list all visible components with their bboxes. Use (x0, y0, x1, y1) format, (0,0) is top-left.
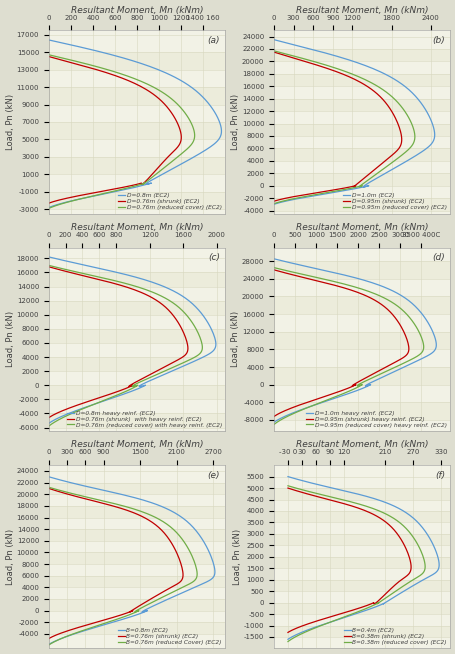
Bar (273, 557, 450, 568)
Bar (273, 261, 450, 279)
Bar (49, 192, 225, 209)
Bar (273, 579, 450, 591)
Bar (273, 198, 450, 211)
Bar (49, 87, 225, 105)
Bar (49, 52, 225, 69)
Text: (b): (b) (431, 36, 444, 45)
X-axis label: Resultant Moment, Mn (kNm): Resultant Moment, Mn (kNm) (295, 223, 428, 232)
Bar (49, 273, 225, 286)
Bar (273, 534, 450, 545)
Legend: D=1.0m heavy reinf. (EC2), D=0.95m (shrunk) heavy reinf. (EC2), D=0.95m (reduced: D=1.0m heavy reinf. (EC2), D=0.95m (shru… (305, 410, 446, 428)
Legend: B=0.8m (EC2), B=0.76m (shrunk) (EC2), B=0.76m (reduced Cover) (EC2): B=0.8m (EC2), B=0.76m (shrunk) (EC2), B=… (117, 627, 222, 645)
Bar (49, 329, 225, 343)
Text: (a): (a) (207, 36, 219, 45)
Bar (273, 99, 450, 111)
X-axis label: Resultant Moment, Mn (kNm): Resultant Moment, Mn (kNm) (71, 5, 203, 14)
Text: (e): (e) (207, 471, 219, 479)
Text: (c): (c) (207, 253, 219, 262)
Bar (49, 413, 225, 428)
Bar (273, 602, 450, 614)
Y-axis label: Load, Pn (kN): Load, Pn (kN) (232, 528, 241, 585)
X-axis label: Resultant Moment, Mn (kNm): Resultant Moment, Mn (kNm) (71, 223, 203, 232)
X-axis label: Resultant Moment, Mn (kNm): Resultant Moment, Mn (kNm) (295, 440, 428, 449)
X-axis label: Resultant Moment, Mn (kNm): Resultant Moment, Mn (kNm) (71, 440, 203, 449)
Y-axis label: Load, Pn (kN): Load, Pn (kN) (5, 94, 15, 150)
Bar (49, 599, 225, 611)
Legend: D=0.8m (EC2), D=0.76m (shrunk) (EC2), D=0.76m (reduced cover) (EC2): D=0.8m (EC2), D=0.76m (shrunk) (EC2), D=… (117, 192, 222, 211)
Bar (49, 122, 225, 139)
Bar (273, 74, 450, 86)
Bar (49, 506, 225, 517)
Text: (f): (f) (434, 471, 444, 479)
X-axis label: Resultant Moment, Mn (kNm): Resultant Moment, Mn (kNm) (295, 5, 428, 14)
Legend: D=0.8m heavy reinf. (EC2), D=0.76m (shrunk)  with heavy reinf. (EC2), D=0.76m (r: D=0.8m heavy reinf. (EC2), D=0.76m (shru… (66, 410, 222, 428)
Bar (273, 148, 450, 161)
Bar (49, 529, 225, 541)
Bar (49, 553, 225, 564)
Y-axis label: Load, Pn (kN): Load, Pn (kN) (5, 528, 15, 585)
Bar (49, 301, 225, 315)
Bar (273, 625, 450, 637)
Bar (273, 49, 450, 61)
Bar (273, 296, 450, 314)
Text: (d): (d) (431, 253, 444, 262)
Y-axis label: Load, Pn (kN): Load, Pn (kN) (230, 94, 239, 150)
Bar (49, 483, 225, 494)
Bar (273, 402, 450, 420)
Bar (273, 332, 450, 349)
Bar (273, 511, 450, 523)
Bar (49, 622, 225, 634)
Bar (273, 488, 450, 500)
Y-axis label: Load, Pn (kN): Load, Pn (kN) (230, 311, 239, 368)
Legend: B=0.4m (EC2), B=0.38m (shrunk) (EC2), B=0.38m (reduced cover) (EC2): B=0.4m (EC2), B=0.38m (shrunk) (EC2), B=… (342, 627, 446, 645)
Bar (273, 173, 450, 186)
Bar (273, 124, 450, 136)
Bar (49, 385, 225, 400)
Bar (49, 357, 225, 371)
Bar (49, 157, 225, 175)
Legend: D=1.0m (EC2), D=0.95m (shrunk) (EC2), D=0.95m (reduced cover) (EC2): D=1.0m (EC2), D=0.95m (shrunk) (EC2), D=… (342, 192, 446, 211)
Y-axis label: Load, Pn (kN): Load, Pn (kN) (5, 311, 15, 368)
Bar (273, 367, 450, 385)
Bar (49, 576, 225, 587)
